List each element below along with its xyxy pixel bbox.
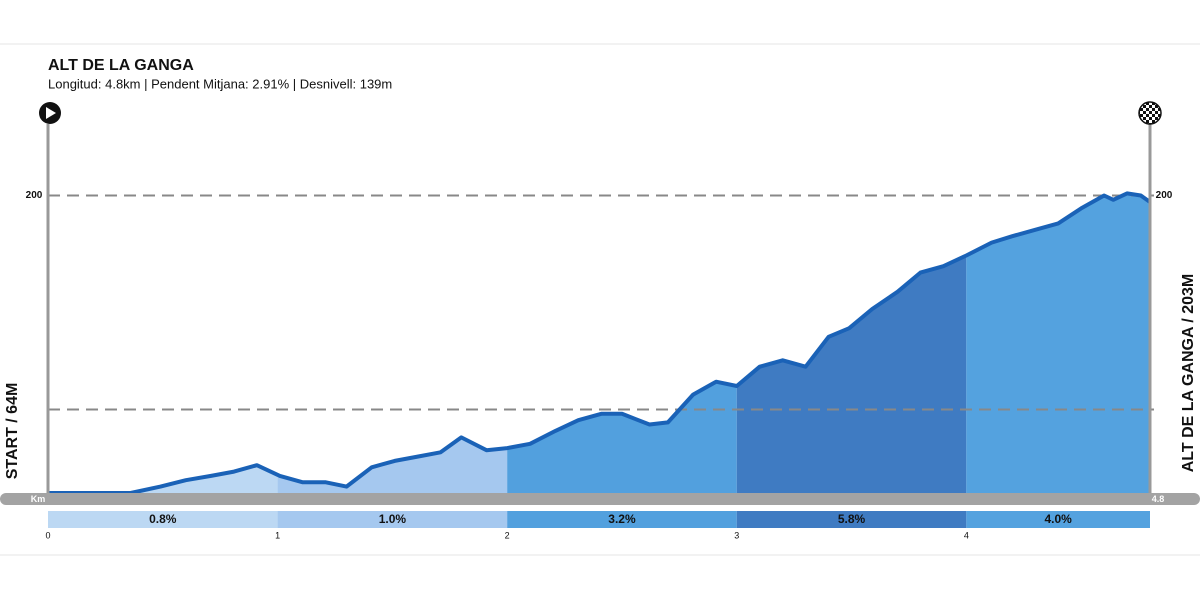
gradient-label: 1.0%: [379, 512, 407, 526]
profile-fill: [736, 255, 967, 493]
start-label: START / 64M: [4, 383, 21, 480]
finish-icon: [1138, 101, 1162, 125]
gradient-bar: [48, 511, 278, 528]
y-tick-label: 200: [26, 190, 43, 201]
profile-fill: [507, 381, 737, 493]
gradient-label: 5.8%: [838, 512, 866, 526]
x-axis-label: Km: [31, 494, 46, 504]
x-end-label: 4.8: [1152, 494, 1165, 504]
plot: 0.8% 1.0% 3.2% 5.8% 4.0% 200 200 0 1 2 3 4: [26, 190, 1173, 540]
profile-line: [48, 191, 1152, 495]
x-tick-label: 4: [964, 530, 969, 540]
finish-label: ALT DE LA GANGA / 203M: [1180, 274, 1197, 473]
x-tick-label: 0: [45, 530, 50, 540]
gradient-label: 0.8%: [149, 512, 177, 526]
gradient-bar: [736, 511, 967, 528]
gradient-bar: [507, 511, 737, 528]
chart-subtitle: Longitud: 4.8km | Pendent Mitjana: 2.91%…: [48, 76, 392, 91]
profile-fill: [277, 437, 508, 493]
x-tick-label: 3: [734, 530, 739, 540]
y-tick-label-right: 200: [1156, 190, 1173, 201]
gradient-label: 3.2%: [608, 512, 636, 526]
x-tick-label: 1: [275, 530, 280, 540]
gradient-bar: [966, 511, 1150, 528]
start-icon: [39, 102, 61, 124]
x-tick-label: 2: [505, 530, 510, 540]
profile-fill: [48, 465, 278, 493]
gradient-bar: [277, 511, 508, 528]
chart-title: ALT DE LA GANGA: [48, 57, 194, 74]
profile-fill: [966, 193, 1150, 493]
gradient-label: 4.0%: [1044, 512, 1072, 526]
km-bar: [0, 493, 1200, 505]
